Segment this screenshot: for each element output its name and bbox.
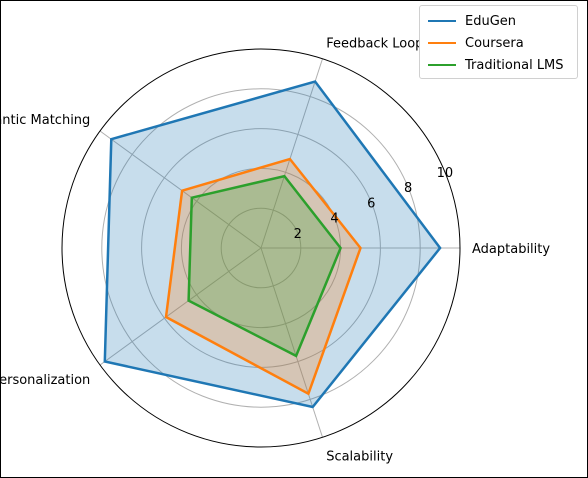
series-area-2 bbox=[188, 176, 341, 356]
radial-tick-label-1: 4 bbox=[330, 212, 338, 227]
radial-tick-label-4: 10 bbox=[437, 166, 454, 181]
series-line-1 bbox=[164, 157, 362, 396]
grid-spoke-2 bbox=[99, 130, 262, 249]
series-line-2 bbox=[187, 174, 343, 358]
radar-series bbox=[103, 80, 442, 409]
radar-labels: 2 4 6 8 10 Adaptability Feedback Loop Semantic … bbox=[0, 36, 550, 464]
legend-label-2: Traditional LMS bbox=[465, 57, 564, 73]
legend: EduGen Coursera Traditional LMS bbox=[419, 5, 578, 79]
axis-label-0: Adaptability bbox=[472, 242, 550, 257]
legend-swatch-2 bbox=[428, 64, 456, 66]
series-area-1 bbox=[166, 159, 361, 394]
axis-label-2: Semantic Matching bbox=[0, 113, 90, 128]
series-line-0 bbox=[103, 80, 442, 409]
grid-spoke-3 bbox=[99, 247, 262, 366]
series-area-0 bbox=[104, 81, 441, 407]
radial-tick-label-3: 8 bbox=[404, 181, 412, 196]
axis-label-1: Feedback Loop bbox=[326, 36, 423, 51]
legend-item-1: Coursera bbox=[428, 32, 577, 54]
legend-label-0: EduGen bbox=[465, 13, 517, 29]
outer-circle bbox=[61, 48, 461, 448]
legend-item-0: EduGen bbox=[428, 10, 577, 32]
grid-spoke-1 bbox=[260, 58, 323, 249]
radial-tick-label-0: 2 bbox=[294, 227, 302, 242]
legend-item-2: Traditional LMS bbox=[428, 54, 577, 76]
axis-label-4: Scalability bbox=[326, 450, 393, 465]
legend-label-1: Coursera bbox=[465, 35, 524, 51]
legend-swatch-0 bbox=[428, 20, 456, 22]
legend-swatch-1 bbox=[428, 42, 456, 44]
axis-label-3: Personalization bbox=[0, 373, 90, 388]
radial-tick-label-2: 6 bbox=[367, 196, 375, 211]
